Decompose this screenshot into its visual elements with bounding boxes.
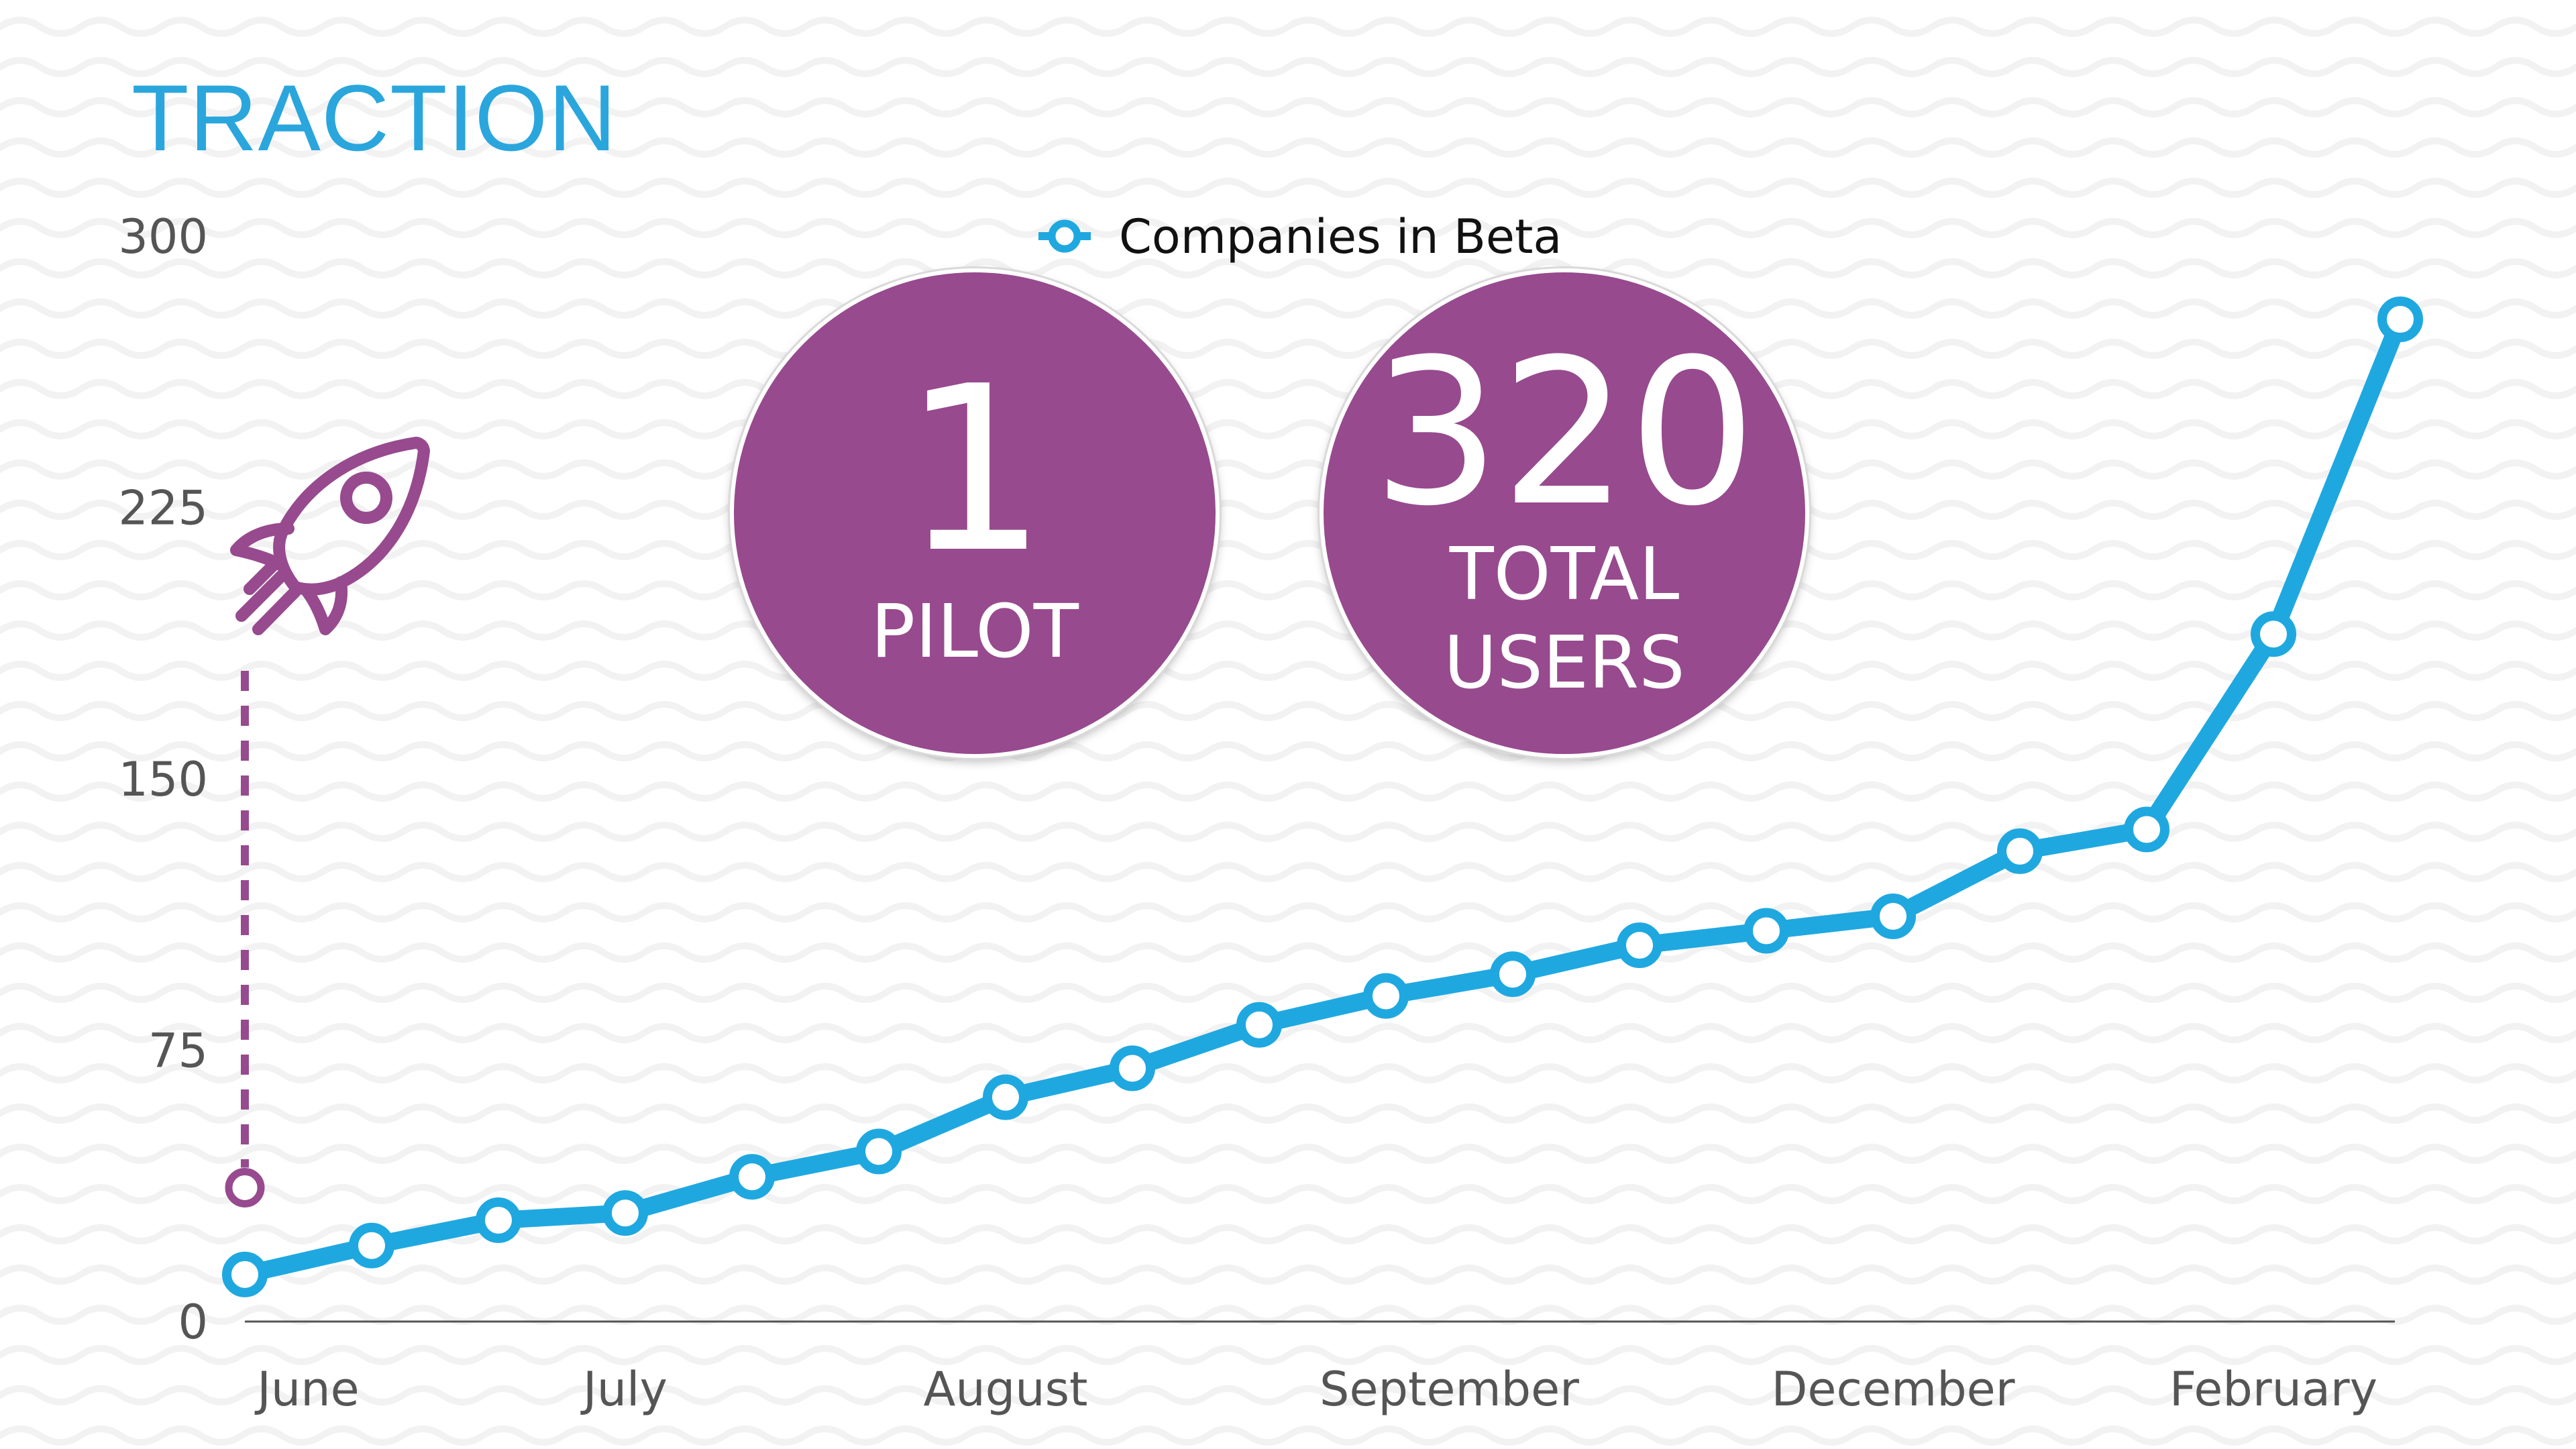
y-axis-ticks: 0 75 150 225 300 bbox=[118, 209, 208, 1350]
legend: Companies in Beta bbox=[1038, 209, 1562, 264]
rocket-icon bbox=[230, 437, 430, 635]
data-point-5 bbox=[856, 1128, 902, 1175]
stat-users-label: TOTAL USERS bbox=[1324, 531, 1805, 708]
data-point-15 bbox=[2124, 806, 2169, 853]
data-point-6 bbox=[983, 1074, 1028, 1120]
rocket-launch-annotation bbox=[225, 671, 265, 1208]
data-point-7 bbox=[1110, 1045, 1155, 1091]
data-point-13 bbox=[1870, 893, 1916, 939]
x-tick-label-december: December bbox=[1772, 1362, 2015, 1417]
data-point-8 bbox=[1236, 1002, 1282, 1048]
data-point-0 bbox=[222, 1251, 268, 1297]
y-tick-label-225: 225 bbox=[118, 481, 208, 536]
data-point-3 bbox=[602, 1190, 648, 1236]
x-tick-label-august: August bbox=[924, 1362, 1088, 1417]
data-point-11 bbox=[1617, 922, 1662, 969]
stat-circle-pilot: 1 PILOT bbox=[730, 268, 1220, 758]
stat-pilot-label: PILOT bbox=[871, 588, 1079, 674]
data-point-10 bbox=[1490, 951, 1536, 998]
data-point-2 bbox=[476, 1197, 521, 1243]
x-tick-label-july: July bbox=[580, 1362, 667, 1417]
y-tick-label-150: 150 bbox=[118, 752, 208, 807]
y-tick-label-300: 300 bbox=[118, 209, 208, 264]
stat-users-label-line1: TOTAL bbox=[1449, 533, 1680, 616]
x-tick-label-september: September bbox=[1320, 1362, 1579, 1417]
data-point-12 bbox=[1743, 908, 1789, 954]
data-point-17 bbox=[2377, 297, 2423, 343]
data-point-1 bbox=[349, 1222, 394, 1269]
y-tick-label-0: 0 bbox=[178, 1295, 208, 1350]
page-title: TRACTION bbox=[131, 65, 617, 170]
x-axis-ticks: June July August September December February bbox=[254, 1362, 2377, 1417]
x-tick-label-february: February bbox=[2169, 1362, 2377, 1417]
data-point-14 bbox=[1997, 828, 2043, 874]
data-point-4 bbox=[729, 1154, 775, 1200]
data-point-9 bbox=[1363, 973, 1409, 1019]
series-companies-in-beta bbox=[222, 297, 2423, 1297]
data-point-16 bbox=[2251, 611, 2296, 657]
stat-users-label-line2: USERS bbox=[1444, 621, 1685, 705]
stat-users-number: 320 bbox=[1372, 316, 1757, 550]
legend-label: Companies in Beta bbox=[1119, 209, 1562, 264]
x-tick-label-june: June bbox=[254, 1362, 359, 1417]
annotation-marker bbox=[225, 1167, 265, 1208]
y-tick-label-75: 75 bbox=[148, 1024, 208, 1079]
stat-circle-total-users: 320 TOTAL USERS bbox=[1320, 268, 1809, 758]
stat-pilot-number: 1 bbox=[902, 337, 1048, 603]
series-line bbox=[236, 311, 2409, 1283]
legend-point-marker bbox=[1048, 219, 1081, 253]
